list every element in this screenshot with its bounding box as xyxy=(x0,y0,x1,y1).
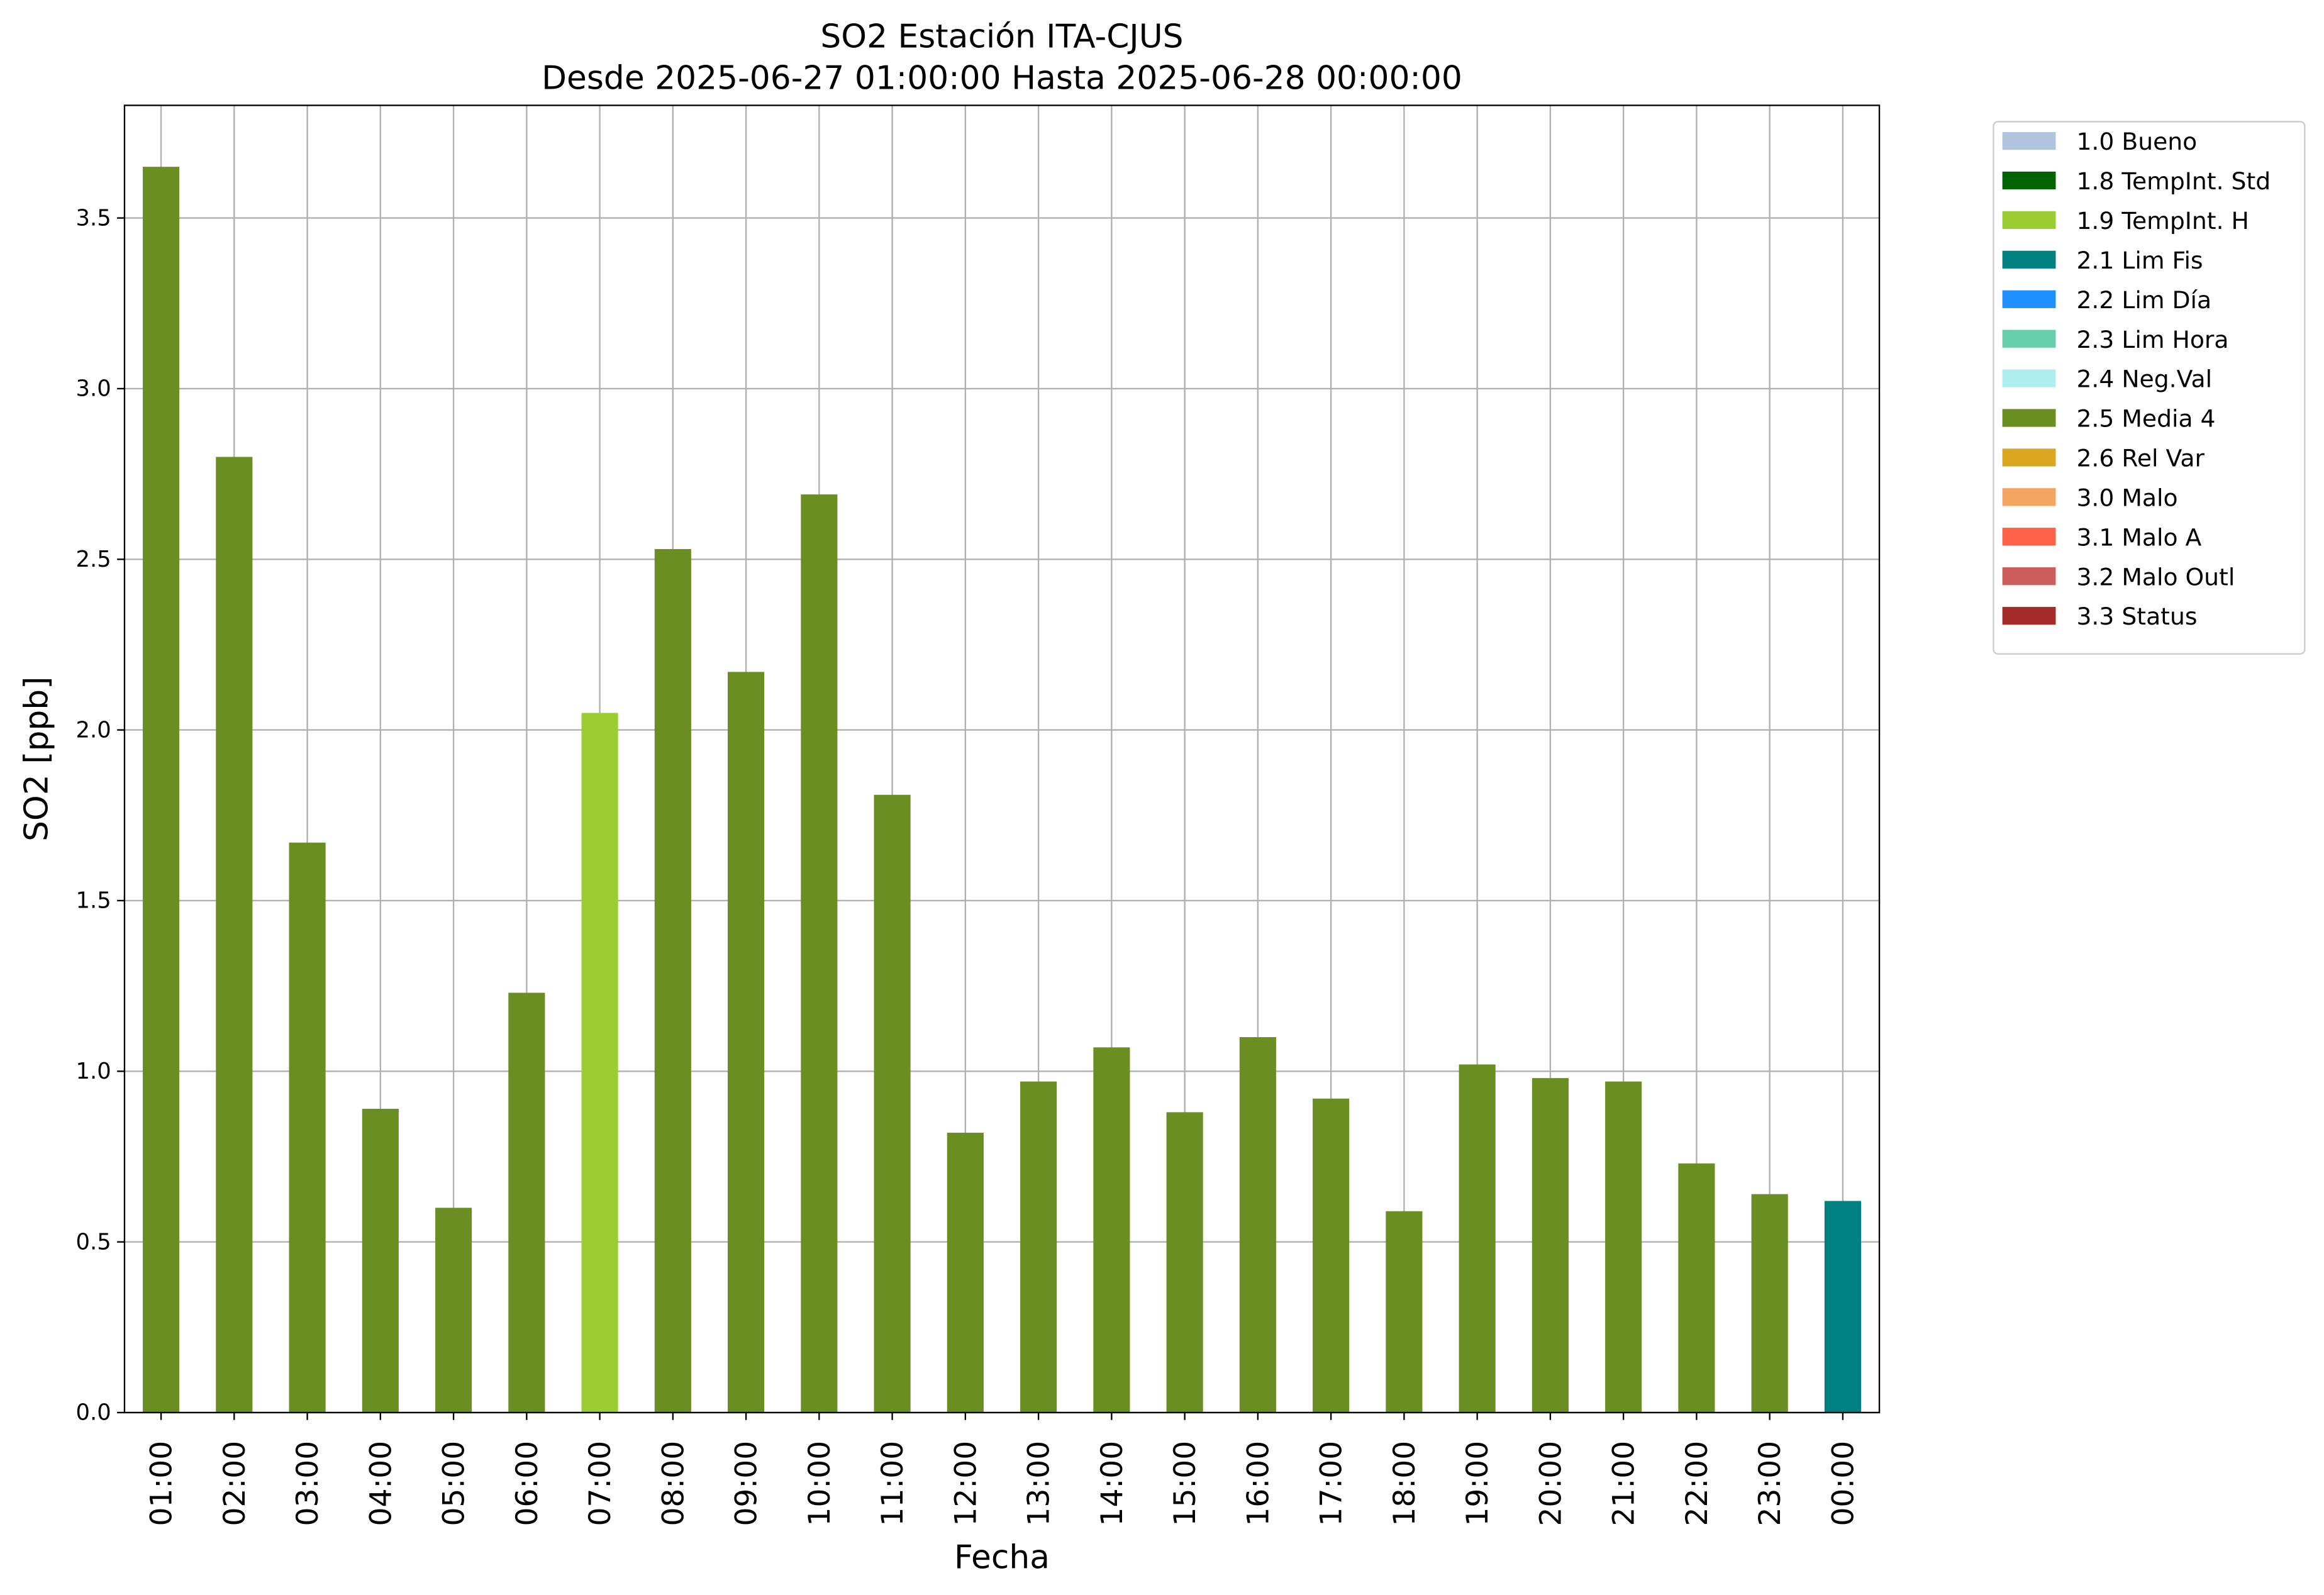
bar xyxy=(1678,1163,1715,1413)
legend-swatch xyxy=(2002,488,2056,506)
legend-label: 1.9 TempInt. H xyxy=(2076,207,2249,235)
x-tick-label: 16:00 xyxy=(1241,1441,1276,1526)
x-tick-label: 18:00 xyxy=(1387,1441,1422,1526)
legend-label: 1.0 Bueno xyxy=(2076,128,2197,155)
bar xyxy=(508,992,545,1413)
x-tick-label: 06:00 xyxy=(510,1441,545,1526)
x-tick-label: 10:00 xyxy=(803,1441,837,1526)
bar xyxy=(435,1208,472,1413)
x-tick-label: 05:00 xyxy=(437,1441,472,1526)
x-tick-label: 02:00 xyxy=(218,1441,252,1526)
x-tick-label: 03:00 xyxy=(291,1441,325,1526)
y-tick-label: 1.0 xyxy=(76,1059,111,1084)
x-tick-label: 22:00 xyxy=(1680,1441,1715,1526)
y-tick-label: 2.0 xyxy=(76,717,111,743)
legend-swatch xyxy=(2002,211,2056,230)
bar xyxy=(1824,1201,1861,1413)
legend-label: 2.5 Media 4 xyxy=(2076,405,2215,433)
bar xyxy=(216,457,253,1413)
legend-swatch xyxy=(2002,290,2056,308)
y-axis-label: SO2 [ppb] xyxy=(18,677,55,842)
bar xyxy=(1313,1098,1350,1413)
legend-swatch xyxy=(2002,528,2056,546)
legend-label: 3.0 Malo xyxy=(2076,484,2177,511)
bar xyxy=(1386,1211,1423,1413)
x-tick-label: 20:00 xyxy=(1533,1441,1568,1526)
plot-frame xyxy=(123,104,1881,1414)
x-tick-label: 07:00 xyxy=(583,1441,618,1526)
legend-label: 2.1 Lim Fis xyxy=(2076,247,2203,274)
legend-label: 2.6 Rel Var xyxy=(2076,445,2204,472)
legend-swatch xyxy=(2002,330,2056,348)
legend-label: 1.8 TempInt. Std xyxy=(2076,167,2271,195)
bar xyxy=(1093,1047,1130,1413)
x-tick-label: 04:00 xyxy=(364,1441,398,1526)
bar xyxy=(1239,1037,1276,1413)
y-tick-label: 3.0 xyxy=(76,376,111,402)
x-tick-label: 15:00 xyxy=(1168,1441,1203,1526)
bar xyxy=(654,548,691,1413)
legend-label: 2.3 Lim Hora xyxy=(2076,326,2228,353)
bar xyxy=(1459,1064,1496,1413)
legend-box xyxy=(1993,121,2306,655)
y-tick-label: 0.5 xyxy=(76,1229,111,1255)
bar xyxy=(143,167,180,1413)
y-tick-label: 2.5 xyxy=(76,547,111,572)
x-tick-label: 17:00 xyxy=(1315,1441,1349,1526)
bar xyxy=(1605,1081,1642,1413)
legend-swatch xyxy=(2002,409,2056,427)
x-tick-label: 21:00 xyxy=(1607,1441,1642,1526)
legend-swatch xyxy=(2002,448,2056,467)
legend-label: 2.2 Lim Día xyxy=(2076,286,2211,314)
x-tick-label: 08:00 xyxy=(656,1441,691,1526)
x-tick-label: 19:00 xyxy=(1460,1441,1495,1526)
legend-label: 3.3 Status xyxy=(2076,603,2197,630)
x-tick-label: 23:00 xyxy=(1753,1441,1787,1526)
chart-subtitle: Desde 2025-06-27 01:00:00 Hasta 2025-06-… xyxy=(542,60,1462,97)
legend-swatch xyxy=(2002,171,2056,190)
bar xyxy=(1751,1194,1788,1413)
x-tick-label: 09:00 xyxy=(730,1441,764,1526)
x-tick-label: 01:00 xyxy=(145,1441,179,1526)
legend-swatch xyxy=(2002,250,2056,269)
x-tick-label: 12:00 xyxy=(948,1441,983,1526)
bar xyxy=(581,713,618,1413)
legend-swatch xyxy=(2002,369,2056,387)
bar xyxy=(947,1132,984,1413)
legend-label: 3.1 Malo A xyxy=(2076,523,2201,551)
x-tick-label: 14:00 xyxy=(1095,1441,1130,1526)
bar xyxy=(874,794,911,1413)
y-tick-label: 3.5 xyxy=(76,205,111,231)
x-tick-label: 00:00 xyxy=(1826,1441,1860,1526)
y-tick-label: 1.5 xyxy=(76,888,111,914)
bar xyxy=(362,1108,399,1413)
bar xyxy=(1020,1081,1057,1413)
x-tick-label: 11:00 xyxy=(876,1441,910,1526)
y-tick-label: 0.0 xyxy=(76,1400,111,1426)
legend-swatch xyxy=(2002,606,2056,625)
x-axis-label: Fecha xyxy=(954,1538,1050,1576)
legend-label: 3.2 Malo Outl xyxy=(2076,563,2235,591)
x-tick-label: 13:00 xyxy=(1022,1441,1057,1526)
legend-swatch xyxy=(2002,567,2056,586)
bar xyxy=(289,842,326,1413)
bar xyxy=(801,494,838,1413)
bar xyxy=(1532,1078,1569,1413)
bar xyxy=(1166,1112,1203,1413)
bar xyxy=(728,672,765,1413)
legend-swatch xyxy=(2002,131,2056,150)
chart-title: SO2 Estación ITA-CJUS xyxy=(820,18,1183,56)
legend-label: 2.4 Neg.Val xyxy=(2076,365,2212,393)
